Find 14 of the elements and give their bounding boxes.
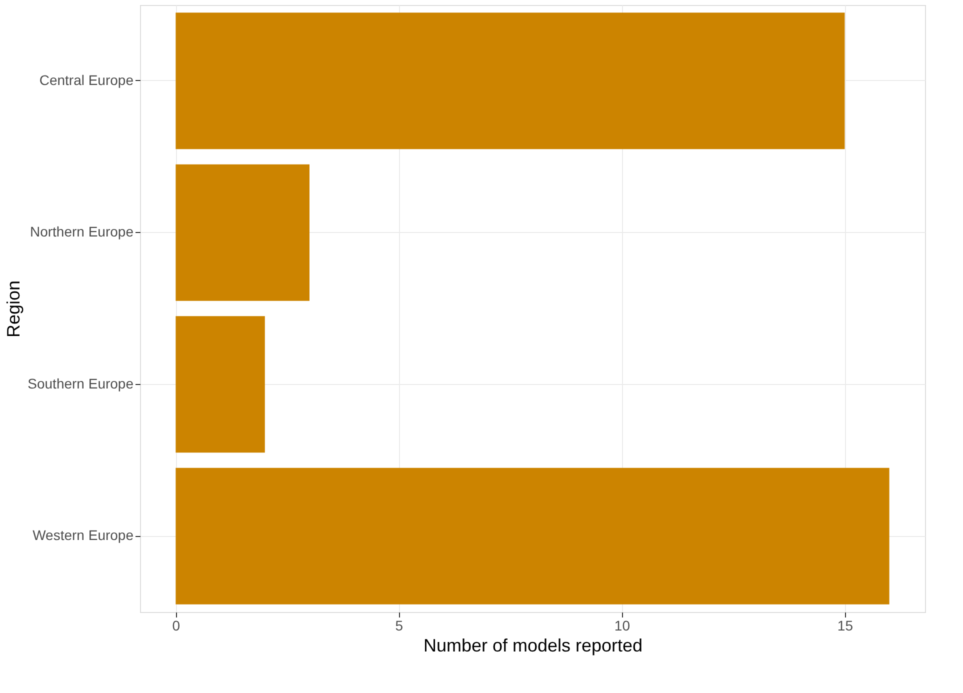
x-axis-title: Number of models reported	[423, 636, 643, 656]
bar	[176, 164, 310, 301]
x-tick-label: 5	[395, 618, 404, 634]
y-axis-title: Region	[4, 280, 24, 338]
y-tick-label: Northern Europe	[30, 224, 134, 240]
y-tick-label: Central Europe	[39, 72, 134, 88]
x-tick-label: 10	[614, 618, 630, 634]
bar	[176, 12, 845, 150]
y-tick-label: Western Europe	[32, 527, 134, 544]
x-tick-label: 0	[172, 618, 180, 634]
bar	[176, 316, 265, 453]
y-tick-label: Southern Europe	[28, 375, 134, 392]
bar	[176, 468, 890, 604]
x-tick-label: 15	[837, 618, 854, 634]
